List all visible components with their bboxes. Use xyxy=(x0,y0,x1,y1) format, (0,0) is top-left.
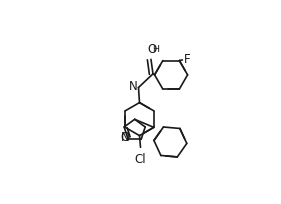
Text: N: N xyxy=(121,131,130,144)
Text: O: O xyxy=(147,43,157,56)
Text: H: H xyxy=(153,45,160,54)
Text: Cl: Cl xyxy=(135,153,146,166)
Text: N: N xyxy=(129,80,138,93)
Text: F: F xyxy=(184,53,191,66)
Text: O: O xyxy=(120,131,129,144)
